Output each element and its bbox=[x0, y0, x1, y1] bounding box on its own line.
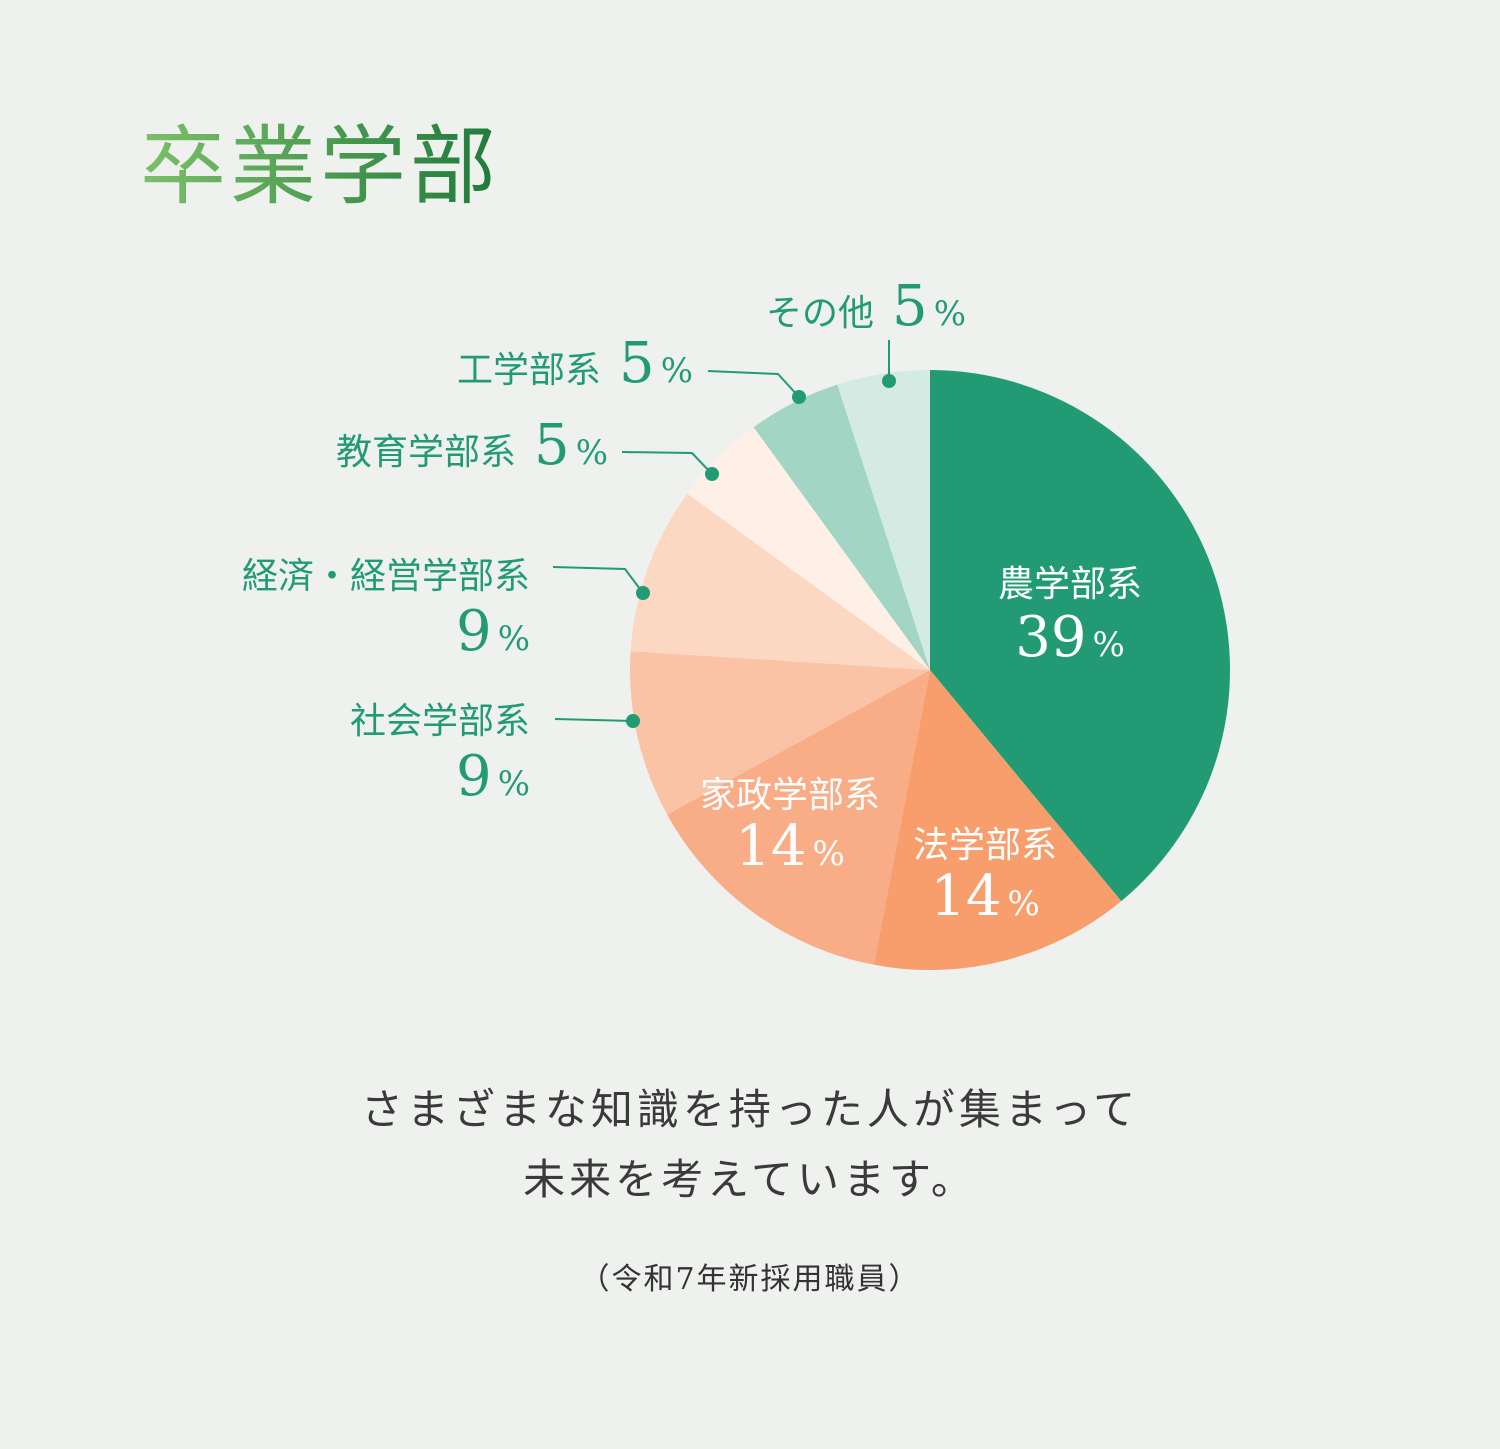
pie-slice-5 bbox=[687, 427, 930, 670]
leader-line-6 bbox=[707, 370, 800, 398]
leader-dot-4 bbox=[636, 586, 650, 600]
pie-slice-0 bbox=[930, 370, 1231, 902]
leader-dot-7 bbox=[882, 374, 896, 388]
leader-dot-3 bbox=[626, 714, 640, 728]
pie-slice-4 bbox=[630, 493, 930, 670]
slice-value-label-2: 14% bbox=[735, 814, 845, 879]
pie-slice-6 bbox=[753, 384, 930, 670]
slice-value-label-0: 39% bbox=[1015, 605, 1125, 670]
slice-category-label-4: 経済・経営学部系 bbox=[242, 556, 530, 597]
slice-label-6: 工学部系 5% bbox=[457, 331, 693, 396]
leader-line-4 bbox=[552, 566, 644, 594]
slice-label-5: 教育学部系 5% bbox=[336, 413, 608, 478]
caption-line-2: 未来を考えています。 bbox=[523, 1155, 977, 1204]
pie-slice-2 bbox=[667, 670, 930, 965]
slice-category-label-3: 社会学部系 bbox=[350, 701, 530, 742]
chart-title: 卒業学部 bbox=[140, 112, 500, 222]
caption-message: さまざまな知識を持った人が集まって 未来を考えています。 bbox=[0, 1075, 1500, 1215]
leader-line-5 bbox=[621, 451, 713, 475]
slice-label-7: その他 5% bbox=[766, 274, 966, 339]
slice-value-label-4: 9% bbox=[456, 599, 530, 664]
leader-dot-5 bbox=[705, 467, 719, 481]
slice-category-label-2: 家政学部系 bbox=[700, 775, 880, 816]
pie-slice-1 bbox=[873, 670, 1122, 970]
slice-value-label-1: 14% bbox=[930, 864, 1040, 929]
caption-line-1: さまざまな知識を持った人が集まって bbox=[360, 1085, 1140, 1134]
slice-category-label-1: 法学部系 bbox=[913, 825, 1057, 866]
slice-category-label-0: 農学部系 bbox=[998, 564, 1142, 605]
slice-value-label-3: 9% bbox=[456, 744, 530, 809]
leader-line-3 bbox=[554, 718, 634, 722]
source-note: （令和7年新採用職員） bbox=[579, 1262, 921, 1297]
leader-dot-6 bbox=[792, 390, 806, 404]
pie-slice-3 bbox=[630, 651, 930, 815]
pie-slice-7 bbox=[837, 370, 930, 670]
